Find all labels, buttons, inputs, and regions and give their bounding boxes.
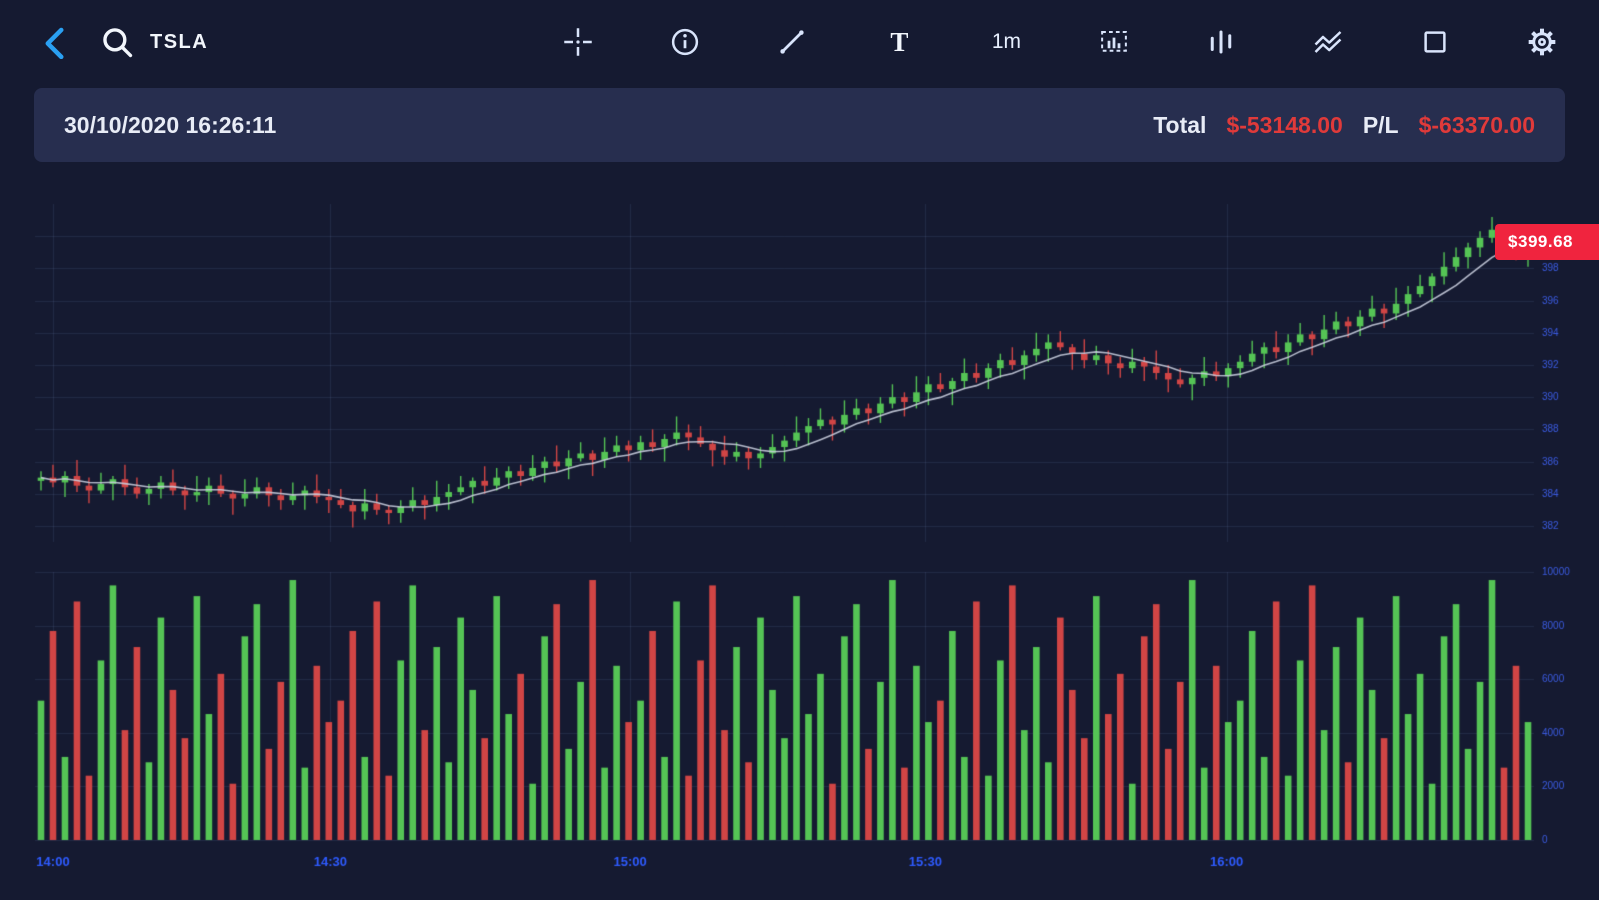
text-tool-button[interactable]: T	[876, 19, 922, 65]
pl-label: P/L	[1362, 111, 1399, 138]
indicators-icon	[1314, 31, 1342, 53]
text-tool-icon: T	[890, 26, 909, 57]
interval-button[interactable]: 1m	[983, 19, 1029, 65]
total-label: Total	[1153, 111, 1207, 138]
interval-label: 1m	[991, 30, 1022, 53]
total-value: $-53148.00	[1226, 111, 1343, 138]
crosshair-tool-button[interactable]	[555, 19, 601, 65]
indicators-button[interactable]	[1305, 19, 1351, 65]
settings-button[interactable]	[1519, 19, 1565, 65]
chart-tools: T 1m	[555, 19, 1565, 65]
symbol-search-button[interactable]	[94, 19, 140, 65]
candlestick-volume-chart[interactable]	[0, 166, 1599, 896]
back-icon	[45, 27, 64, 59]
back-button[interactable]	[34, 19, 80, 65]
chart-area: $399.68	[0, 166, 1599, 896]
trendline-icon	[780, 30, 804, 54]
chart-layout-button[interactable]	[1091, 19, 1137, 65]
info-button[interactable]	[662, 19, 708, 65]
toolbar: TSLA T 1m	[0, 0, 1599, 84]
pl-group: Total $-53148.00 P/L $-63370.00	[1153, 112, 1535, 139]
info-icon	[671, 28, 699, 56]
layout-icon	[1100, 31, 1127, 52]
datetime: 30/10/2020 16:26:11	[64, 111, 277, 138]
trendline-tool-button[interactable]	[769, 19, 815, 65]
shapes-icon	[1424, 31, 1446, 53]
search-icon	[103, 28, 133, 58]
volume-bars-icon	[1210, 30, 1231, 54]
settings-gear-icon	[1528, 28, 1556, 56]
pl-value: $-63370.00	[1418, 111, 1535, 138]
volume-indicator-button[interactable]	[1198, 19, 1244, 65]
ticker-symbol[interactable]: TSLA	[150, 30, 209, 53]
account-summary-bar: 30/10/2020 16:26:11 Total $-53148.00 P/L…	[34, 88, 1565, 162]
last-price-tag: $399.68	[1495, 224, 1599, 261]
shapes-button[interactable]	[1412, 19, 1458, 65]
crosshair-icon	[564, 28, 592, 56]
